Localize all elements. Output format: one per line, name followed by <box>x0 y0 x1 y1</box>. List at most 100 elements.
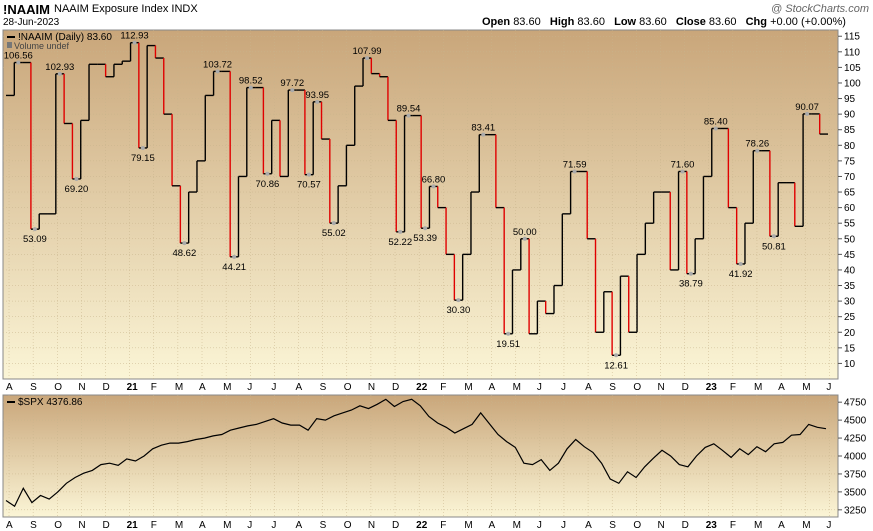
naaim-data-label: 66.80 <box>422 174 446 185</box>
naaim-data-label: 106.56 <box>4 51 33 62</box>
x-tick-label: D <box>103 520 110 531</box>
volume-swatch <box>7 42 12 48</box>
x-tick-label: M <box>223 520 231 531</box>
spx-y-tick-label: 3250 <box>844 505 867 516</box>
naaim-y-tick-label: 85 <box>844 125 856 136</box>
main-y-axis: 10 15 20 25 30 35 40 45 50 55 60 65 70 75 80 85 90 95 100 1… <box>838 32 861 370</box>
chg-label: Chg <box>745 16 767 28</box>
naaim-point-marker <box>290 88 295 93</box>
x-tick-label: A <box>489 382 496 393</box>
x-tick-label: F <box>730 382 736 393</box>
x-tick-label: A <box>6 382 13 393</box>
x-tick-label: J <box>537 520 542 531</box>
naaim-data-label: 53.39 <box>413 233 437 244</box>
naaim-data-label: 85.40 <box>704 116 728 127</box>
x-tick-label: M <box>175 382 183 393</box>
x-tick-label: O <box>54 382 62 393</box>
high-value: 83.60 <box>577 16 605 28</box>
naaim-y-tick-label: 90 <box>844 110 856 121</box>
index-name: NAAIM Exposure Index INDX <box>54 3 198 15</box>
naaim-data-label: 71.59 <box>563 160 587 171</box>
naaim-point-marker <box>805 111 810 116</box>
naaim-data-label: 30.30 <box>446 305 470 316</box>
x-tick-label: D <box>103 382 110 393</box>
x-tick-label: A <box>6 520 13 531</box>
x-tick-label: 22 <box>416 520 428 531</box>
naaim-point-marker <box>331 221 336 226</box>
naaim-data-label: 93.95 <box>305 90 329 101</box>
naaim-data-label: 79.15 <box>131 153 155 164</box>
x-tick-label: M <box>464 520 472 531</box>
naaim-point-marker <box>57 71 62 76</box>
naaim-point-marker <box>688 271 693 276</box>
naaim-data-label: 44.21 <box>222 262 246 273</box>
x-tick-label: A <box>585 382 592 393</box>
naaim-data-label: 50.00 <box>513 227 537 238</box>
naaim-point-marker <box>572 169 577 174</box>
x-tick-label: J <box>561 520 566 531</box>
naaim-y-tick-label: 55 <box>844 219 856 230</box>
x-tick-label: S <box>30 520 37 531</box>
naaim-data-label: 103.72 <box>203 59 232 70</box>
x-tick-label: S <box>320 520 327 531</box>
main-chart-title: !NAAIM (Daily) 83.60 <box>18 32 112 43</box>
x-tick-label: N <box>368 520 375 531</box>
naaim-data-label: 55.02 <box>322 228 346 239</box>
naaim-y-tick-label: 105 <box>844 63 861 74</box>
x-tick-label: F <box>440 382 446 393</box>
x-tick-label: 21 <box>127 382 139 393</box>
x-tick-label: N <box>368 382 375 393</box>
naaim-point-marker <box>74 176 79 181</box>
x-tick-label: A <box>489 520 496 531</box>
spx-x-axis: A S O N D 21 F M A M J J A S O N D 22 F M A M J J A S O N D 23 F M A M J <box>6 520 831 531</box>
main-x-axis: A S O N D 21 F M A M J J A S O N D 22 F M A M J J A S O N D 23 F M A M J <box>6 382 831 393</box>
naaim-data-label: 70.86 <box>256 179 280 190</box>
x-tick-label: M <box>754 382 762 393</box>
naaim-data-label: 53.09 <box>23 234 47 245</box>
x-tick-label: M <box>223 382 231 393</box>
index-title: NAAIM Exposure Index <box>54 3 169 15</box>
naaim-data-label: 107.99 <box>352 46 381 57</box>
x-tick-label: F <box>730 520 736 531</box>
x-tick-label: A <box>199 382 206 393</box>
naaim-point-marker <box>248 85 253 90</box>
spx-legend: $SPX 4376.86 <box>7 397 83 408</box>
naaim-point-marker <box>431 184 436 189</box>
x-tick-label: O <box>344 382 352 393</box>
naaim-point-marker <box>182 241 187 246</box>
naaim-y-tick-label: 45 <box>844 250 856 261</box>
naaim-data-label: 19.51 <box>496 339 520 350</box>
x-tick-label: D <box>682 382 689 393</box>
close-value: 83.60 <box>708 16 737 28</box>
x-tick-label: J <box>247 520 252 531</box>
x-tick-label: D <box>682 520 689 531</box>
naaim-data-label: 41.92 <box>729 269 753 280</box>
ohlc-readout: Open 83.60 High 83.60 Low 83.60 Close 83… <box>482 16 846 28</box>
x-tick-label: D <box>392 382 399 393</box>
x-tick-label: 23 <box>706 520 718 531</box>
x-tick-label: M <box>802 520 810 531</box>
spx-chart-title: $SPX 4376.86 <box>18 397 83 408</box>
x-tick-label: J <box>561 382 566 393</box>
naaim-data-labels: 106.56 53.09 102.93 69.20 112.93 79.15 48.62 10… <box>4 31 819 372</box>
symbol: !NAAIM <box>3 2 50 17</box>
naaim-data-label: 83.41 <box>471 123 495 134</box>
x-tick-label: M <box>802 382 810 393</box>
spx-series <box>5 398 827 508</box>
spx-grid <box>3 395 838 517</box>
naaim-point-marker <box>755 148 760 153</box>
x-tick-label: A <box>296 520 303 531</box>
x-tick-label: M <box>464 382 472 393</box>
x-tick-label: O <box>633 382 641 393</box>
x-tick-label: 22 <box>416 382 428 393</box>
x-tick-label: A <box>199 520 206 531</box>
naaim-y-tick-label: 110 <box>844 47 860 58</box>
naaim-point-marker <box>232 254 237 259</box>
naaim-point-marker <box>506 331 511 336</box>
x-tick-label: N <box>78 520 85 531</box>
naaim-point-marker <box>398 229 403 234</box>
naaim-y-tick-label: 50 <box>844 234 856 245</box>
x-tick-label: N <box>657 382 664 393</box>
x-tick-label: M <box>754 520 762 531</box>
